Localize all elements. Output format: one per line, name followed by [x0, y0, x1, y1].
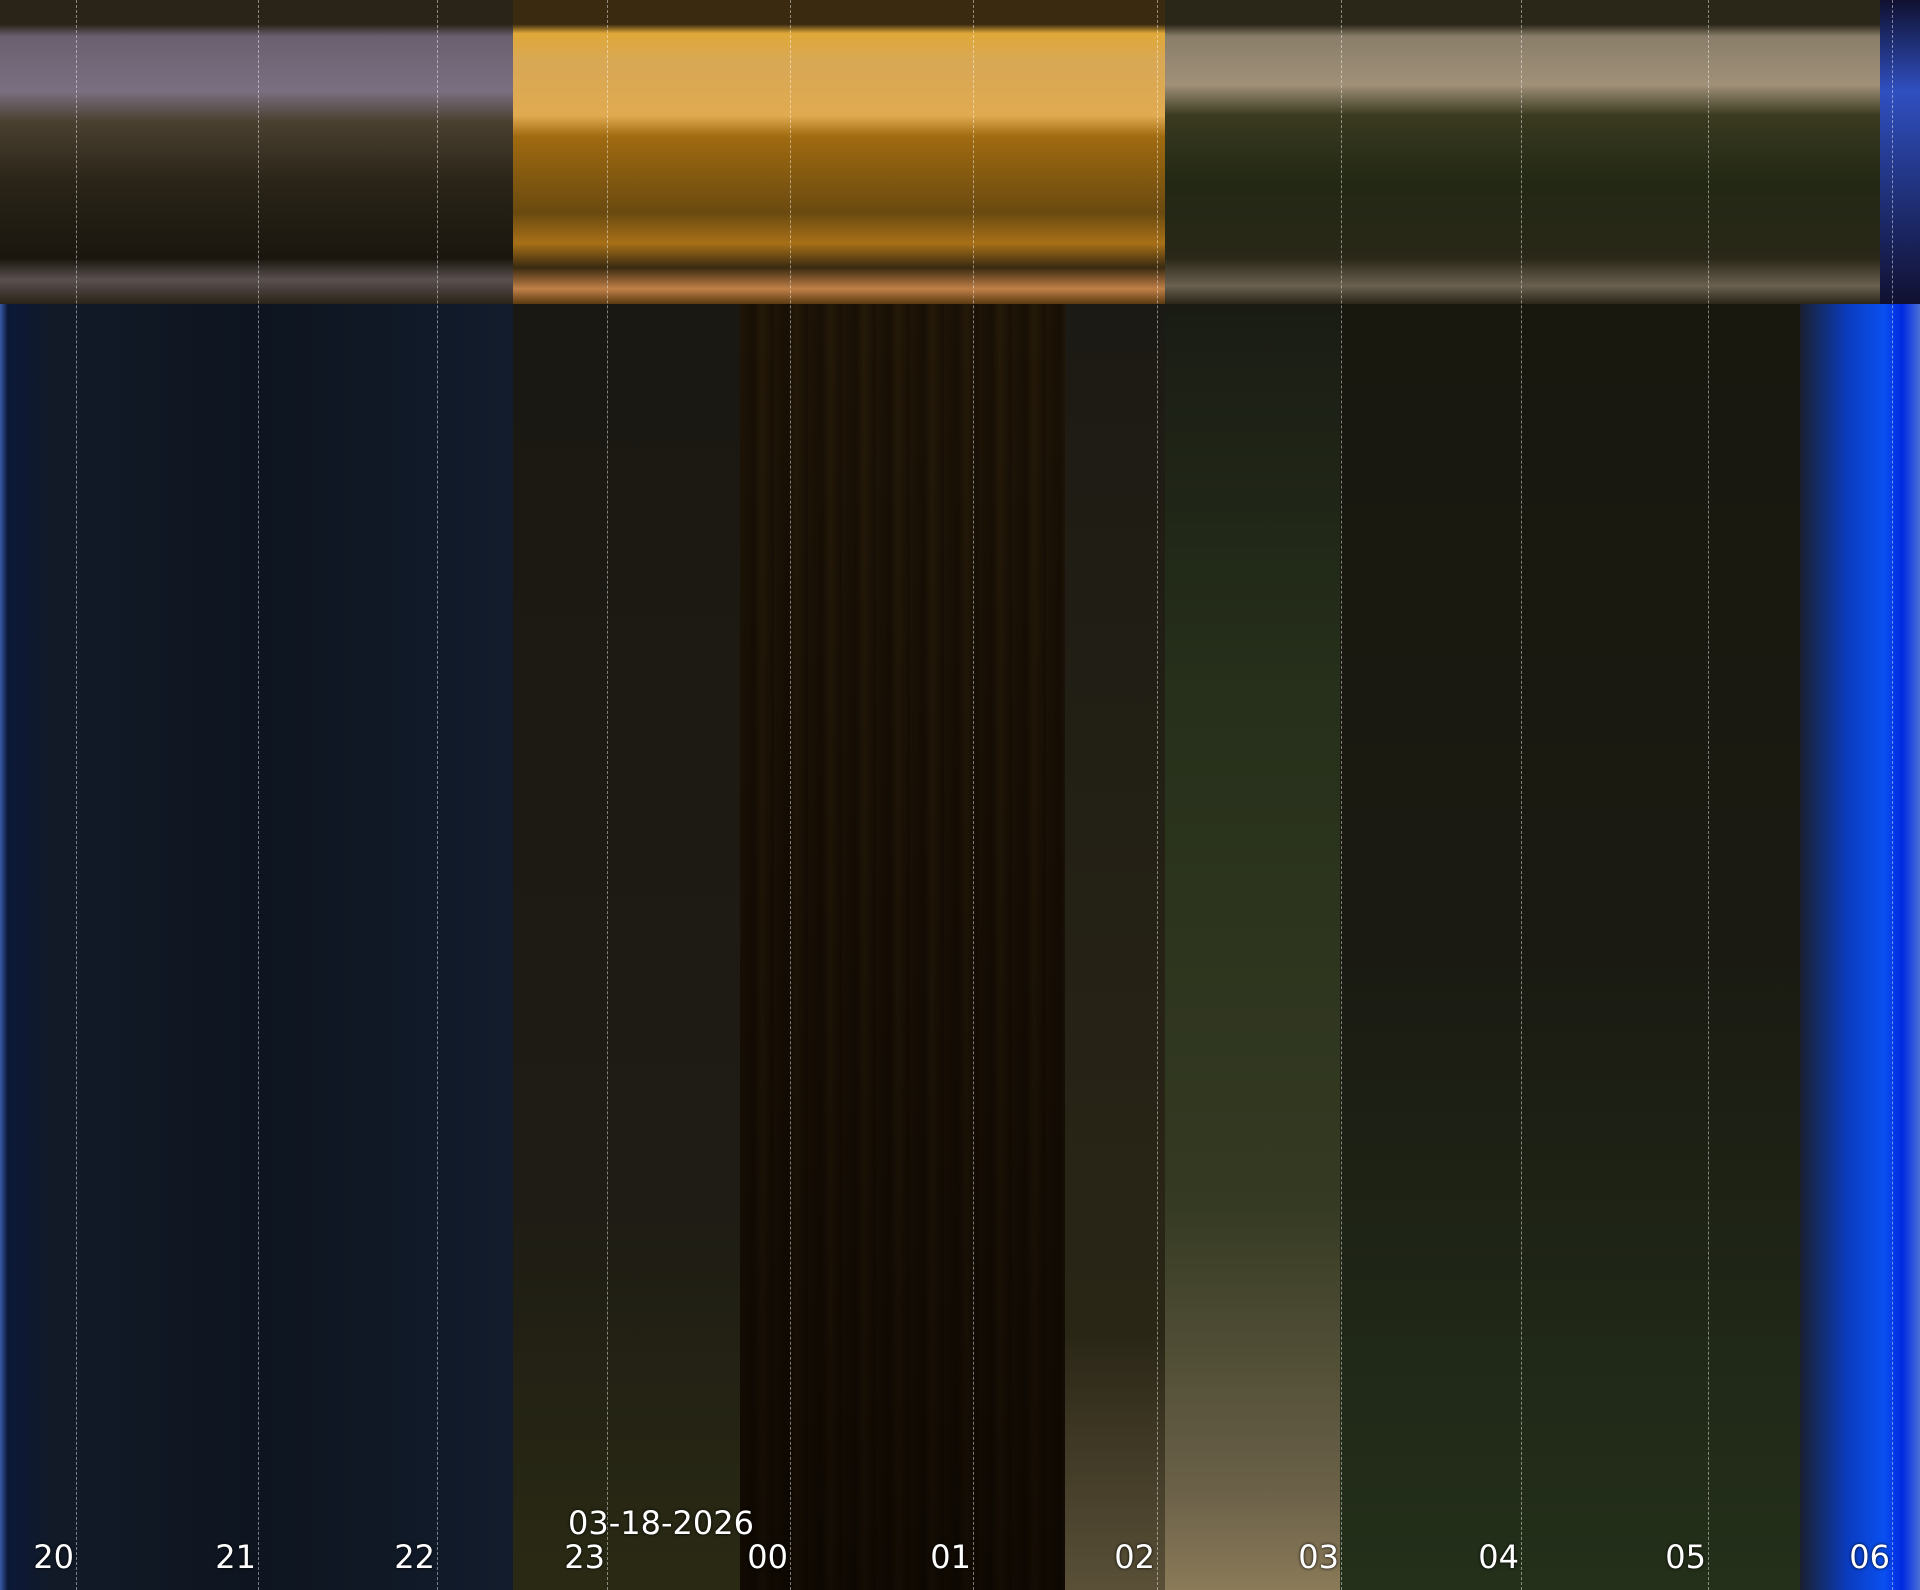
hour-gridline — [1708, 0, 1709, 1590]
date-label: 03-18-2026 — [568, 1504, 754, 1542]
hour-label: 20 — [33, 1538, 74, 1576]
top-band-edge — [1880, 0, 1920, 304]
top-band-lamp — [513, 0, 1165, 304]
sky-lamp-streaks — [740, 304, 1065, 1590]
hour-label: 05 — [1665, 1538, 1706, 1576]
hour-gridline — [437, 0, 438, 1590]
sky-dark-mid — [1065, 304, 1165, 1590]
hour-label: 23 — [564, 1538, 605, 1576]
hour-gridline — [607, 0, 608, 1590]
hour-label: 00 — [747, 1538, 788, 1576]
hour-gridline — [258, 0, 259, 1590]
hour-gridline — [1341, 0, 1342, 1590]
hour-gridline — [76, 0, 77, 1590]
hour-gridline — [1521, 0, 1522, 1590]
top-band-dawn — [1165, 0, 1880, 304]
hour-gridline — [1157, 0, 1158, 1590]
sky-twilight-blue — [1800, 304, 1920, 1590]
hour-gridline — [1892, 0, 1893, 1590]
sky-dark-brown — [513, 304, 740, 1590]
hour-label: 02 — [1114, 1538, 1155, 1576]
hour-label: 03 — [1298, 1538, 1339, 1576]
hour-label: 01 — [930, 1538, 971, 1576]
sky-night-left — [0, 304, 513, 1590]
hour-label: 22 — [394, 1538, 435, 1576]
hour-label: 04 — [1478, 1538, 1519, 1576]
hour-gridline — [973, 0, 974, 1590]
hour-label: 21 — [215, 1538, 256, 1576]
hour-gridline — [790, 0, 791, 1590]
top-band-night — [0, 0, 513, 304]
sky-dawn-dark — [1340, 304, 1800, 1590]
sky-green-glow — [1165, 304, 1340, 1590]
hour-label: 06 — [1849, 1538, 1890, 1576]
